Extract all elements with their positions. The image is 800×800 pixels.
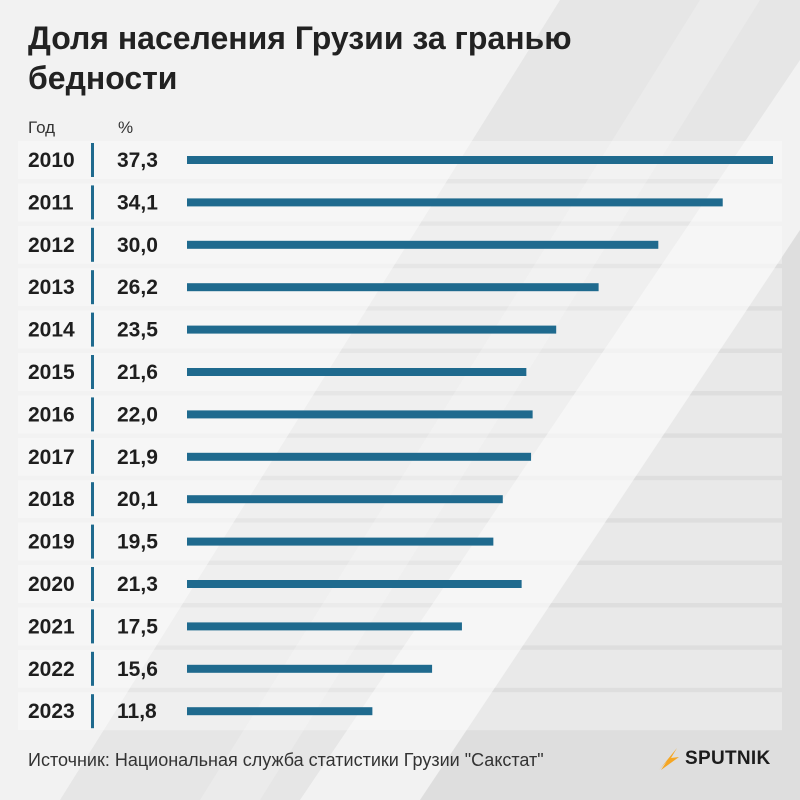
row-separator [91, 567, 94, 601]
year-label: 2020 [28, 573, 75, 596]
bar [187, 240, 659, 249]
value-label: 21,3 [117, 573, 158, 596]
sputnik-bolt-icon [659, 748, 679, 770]
chart-title: Доля населения Грузии за гранью бедности [28, 20, 572, 96]
bar [187, 410, 533, 419]
bar [187, 622, 462, 631]
bar [187, 452, 532, 461]
row-separator [91, 227, 94, 262]
year-label: 2019 [28, 531, 75, 554]
year-label: 2011 [28, 191, 74, 214]
value-label: 17,5 [117, 615, 158, 638]
row-separator [91, 439, 94, 474]
row-separator [91, 482, 94, 517]
value-label: 19,5 [117, 531, 158, 554]
bar [187, 198, 723, 207]
row-separator [91, 694, 94, 729]
year-label: 2010 [28, 149, 75, 172]
bar [187, 580, 522, 588]
bar [187, 707, 373, 716]
year-label: 2015 [28, 361, 75, 384]
year-label: 2014 [28, 319, 75, 342]
row-separator [91, 185, 94, 220]
bar [187, 664, 433, 673]
year-label: 2018 [28, 488, 75, 511]
bar [187, 283, 599, 292]
bar [187, 156, 773, 164]
year-column-header: Год [28, 118, 56, 137]
bar [187, 495, 503, 504]
row-separator [91, 355, 94, 389]
value-label: 34,1 [117, 191, 158, 214]
source-note: Источник: Национальная служба статистики… [28, 750, 544, 770]
row-separator [91, 524, 94, 559]
year-label: 2017 [28, 446, 75, 469]
year-label: 2013 [28, 276, 75, 299]
sputnik-wordmark: SPUTNIK [685, 748, 771, 769]
value-label: 21,9 [117, 446, 158, 469]
sputnik-logo: SPUTNIK [655, 746, 771, 772]
bar [187, 325, 557, 334]
value-column-header: % [118, 118, 134, 137]
value-label: 26,2 [117, 276, 158, 299]
year-label: 2023 [28, 700, 75, 723]
year-label: 2022 [28, 658, 75, 681]
year-label: 2021 [28, 615, 75, 638]
row-separator [91, 312, 94, 347]
row-separator [91, 143, 94, 177]
value-label: 21,6 [117, 361, 158, 384]
value-label: 37,3 [117, 149, 158, 172]
value-label: 20,1 [117, 488, 158, 511]
row-separator [91, 609, 94, 644]
value-label: 11,8 [117, 700, 157, 723]
value-label: 30,0 [117, 234, 158, 257]
row-separator [91, 270, 94, 305]
bar [187, 537, 494, 546]
year-label: 2012 [28, 234, 75, 257]
row-separator [91, 397, 94, 432]
year-label: 2016 [28, 403, 75, 426]
row-band [18, 692, 782, 731]
value-label: 23,5 [117, 319, 158, 342]
value-label: 15,6 [117, 658, 158, 681]
value-label: 22,0 [117, 403, 158, 426]
bar [187, 368, 527, 376]
row-separator [91, 651, 94, 686]
